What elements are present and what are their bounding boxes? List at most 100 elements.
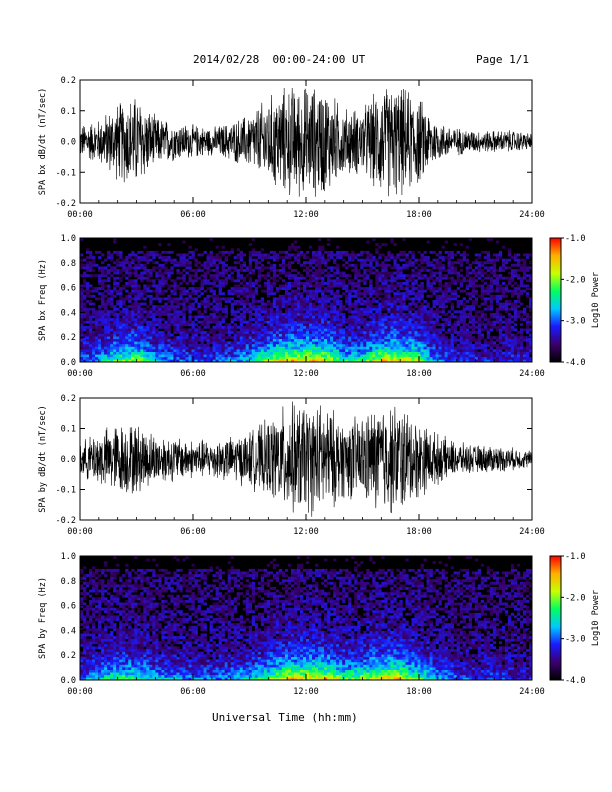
bx_freq-cell xyxy=(384,354,388,358)
bx_freq-cell xyxy=(110,333,114,337)
bx_freq-cell xyxy=(206,354,210,358)
bx_freq-cell xyxy=(248,261,253,265)
bx_freq-cell xyxy=(318,356,322,360)
bx_freq-cell xyxy=(480,328,485,332)
bx_freq-cell xyxy=(507,300,512,303)
bx_freq-cell xyxy=(104,349,108,352)
bx_freq-cell xyxy=(197,253,201,257)
bx_freq-cell xyxy=(191,325,195,329)
bx_freq-cell xyxy=(414,323,418,327)
bx_freq-cell xyxy=(309,359,313,363)
bx_freq-cell xyxy=(233,338,237,342)
bx_freq-cell xyxy=(429,331,433,334)
bx_freq-cell xyxy=(411,274,415,278)
bx_freq-cell xyxy=(411,315,415,319)
bx_freq-cell xyxy=(393,263,397,267)
bx_freq-cell xyxy=(453,315,457,319)
bx_freq-cell xyxy=(510,325,515,329)
bx_freq-cell xyxy=(387,354,391,358)
bx_freq-cell xyxy=(396,310,400,314)
bx_freq-cell xyxy=(176,307,180,311)
bx_freq-cell xyxy=(263,336,268,340)
bx_freq-cell xyxy=(98,318,102,321)
bx_freq-cell xyxy=(348,315,352,319)
bx_freq-cell xyxy=(191,279,195,283)
bx_freq-cell xyxy=(302,281,307,285)
bx_freq-cell xyxy=(107,300,111,303)
bx_freq-cell xyxy=(513,300,518,303)
bx_freq-cell xyxy=(299,320,304,324)
bx_freq-cell xyxy=(480,351,485,355)
bx_freq-cell xyxy=(402,300,406,303)
bx_freq-cell xyxy=(185,354,189,358)
bx_freq-cell xyxy=(191,250,195,254)
bx_freq-cell xyxy=(492,279,497,283)
bx_freq-cell xyxy=(318,302,322,306)
bx_freq-cell xyxy=(429,271,433,275)
bx_freq-cell xyxy=(369,328,373,332)
bx_freq-cell xyxy=(336,279,340,283)
bx_freq-cell xyxy=(116,300,120,303)
bx_freq-cell xyxy=(122,336,126,340)
bx_freq-cell xyxy=(447,287,451,290)
bx_freq-cell xyxy=(254,325,259,329)
bx_freq-cell xyxy=(306,305,310,309)
bx_freq-cell xyxy=(140,250,144,254)
bx_freq-cell xyxy=(242,276,247,280)
bx_freq-cell xyxy=(354,349,358,352)
bx_freq-cell xyxy=(203,263,207,267)
bx_freq-cell xyxy=(399,356,403,360)
bx_freq-cell xyxy=(254,289,259,293)
bx_freq-cell xyxy=(161,263,165,267)
bx_freq-cell xyxy=(474,271,479,275)
bx_freq-cell xyxy=(173,300,177,303)
bx_freq-cell xyxy=(212,276,216,280)
bx_freq-cell xyxy=(149,271,153,275)
bx_freq-cell xyxy=(417,318,421,321)
bx_freq-cell xyxy=(164,320,168,324)
bx_freq-cell xyxy=(321,336,325,340)
bx_freq-cell xyxy=(453,269,457,272)
bx_freq-cell xyxy=(354,338,358,342)
bx_freq-cell xyxy=(170,356,174,360)
bx_freq-cell xyxy=(390,300,394,303)
bx_freq-cell xyxy=(318,258,322,262)
bx_freq-cell xyxy=(312,341,316,345)
bx_freq-cell xyxy=(432,305,436,309)
bx_freq-cell xyxy=(429,320,433,324)
bx_freq-cell xyxy=(510,359,515,363)
bx_freq-cell xyxy=(149,356,153,360)
bx_freq-cell xyxy=(456,261,460,265)
bx_freq-cell xyxy=(200,343,204,347)
bx_freq-cell xyxy=(212,338,216,342)
bx_freq-cell xyxy=(375,356,379,360)
bx_freq-cell xyxy=(110,253,114,257)
bx_freq-cell xyxy=(483,250,488,254)
bx_freq-cell xyxy=(489,281,494,285)
bx_freq-cell xyxy=(260,349,265,352)
bx_freq-cell xyxy=(306,323,310,327)
bx_freq-cell xyxy=(465,338,470,342)
bx_freq-cell xyxy=(513,269,518,272)
bx_freq-cell xyxy=(164,343,168,347)
bx_freq-cell xyxy=(251,341,256,345)
bx_freq-cell xyxy=(89,256,93,259)
bx_freq-cell xyxy=(459,343,463,347)
bx_freq-cell xyxy=(212,289,216,293)
bx_freq-cell xyxy=(399,336,403,340)
bx_freq-cell xyxy=(206,323,210,327)
bx_freq-cell xyxy=(101,356,105,360)
bx_freq-cell xyxy=(164,250,168,254)
bx_freq-cell xyxy=(447,354,451,358)
bx_freq-cell xyxy=(510,279,515,283)
bx_freq-cell xyxy=(224,331,228,334)
bx_freq-cell xyxy=(495,240,500,244)
bx_freq-cell xyxy=(296,346,301,350)
bx_freq-cell xyxy=(435,271,439,275)
bx_freq-cell xyxy=(293,338,298,342)
bx_freq-cell xyxy=(489,328,494,332)
bx_freq-cell xyxy=(80,253,84,257)
bx_freq-cell xyxy=(330,346,334,350)
bx_freq-cell xyxy=(498,349,503,352)
bx_freq-cell xyxy=(92,341,96,345)
